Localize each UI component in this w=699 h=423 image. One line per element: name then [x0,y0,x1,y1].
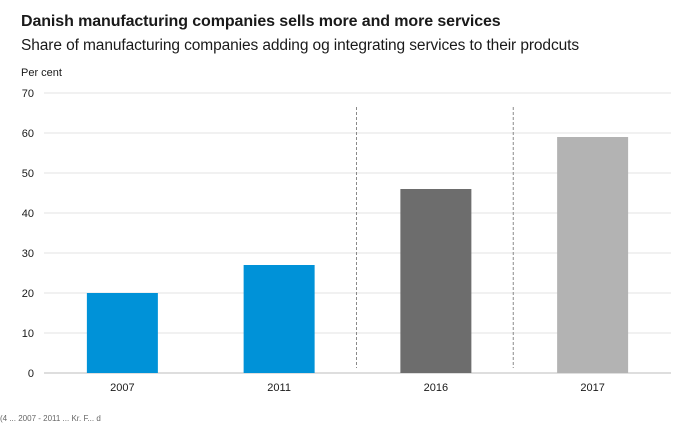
separator-lines [356,107,514,368]
chart-subtitle: Share of manufacturing companies adding … [21,37,579,54]
bar-2017 [557,137,629,373]
y-tick-label: 0 [28,368,34,380]
y-tick-label: 30 [22,248,34,260]
y-tick-label: 60 [22,128,34,140]
x-tick-label: 2017 [580,382,604,394]
y-tick-label: 70 [22,88,34,100]
chart-title: Danish manufacturing companies sells mor… [21,13,501,30]
x-tick-labels: 2007 2011 2016 2017 [110,382,605,394]
y-tick-label: 20 [22,288,34,300]
y-tick-label: 10 [22,328,34,340]
bar-2007 [86,293,158,373]
y-tick-label: 50 [22,168,34,180]
bars [86,137,629,373]
bar-2016 [400,189,472,373]
y-axis-label: Per cent [21,67,62,79]
x-tick-label: 2007 [110,382,134,394]
y-tick-label: 40 [22,208,34,220]
y-tick-labels: 0 10 20 30 40 50 60 70 [22,88,34,380]
source-note: (4 ... 2007 - 2011 ... Kr. F... d [0,414,101,423]
bar-2011 [243,265,315,373]
x-tick-label: 2016 [424,382,448,394]
x-tick-label: 2011 [267,382,291,394]
